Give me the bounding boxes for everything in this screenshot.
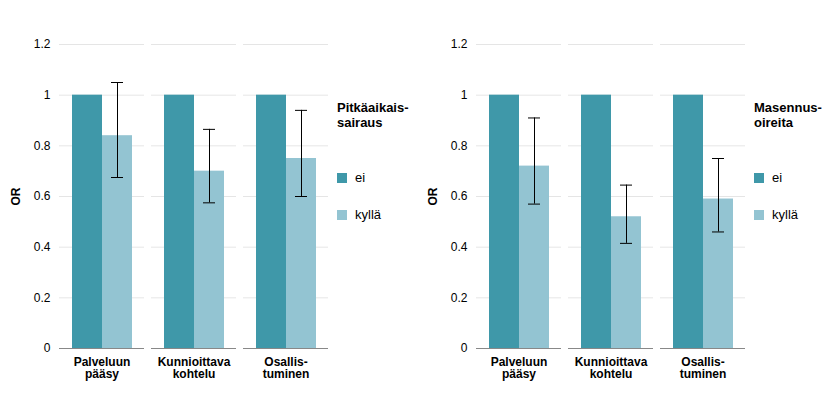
svg-text:0.2: 0.2: [34, 291, 51, 305]
svg-text:Osallis-tuminen: Osallis-tuminen: [263, 355, 310, 381]
svg-text:OR: OR: [9, 187, 23, 205]
html-text:kyllä: kyllä: [772, 207, 798, 222]
svg-text:0.8: 0.8: [451, 139, 468, 153]
svg-text:Palveluunpääsy: Palveluunpääsy: [74, 355, 131, 381]
svg-text:Osallis-tuminen: Osallis-tuminen: [680, 355, 727, 381]
svg-text:OR: OR: [426, 187, 440, 205]
svg-text:1.2: 1.2: [34, 37, 51, 51]
html-text:ei: ei: [772, 170, 783, 185]
svg-text:0.2: 0.2: [451, 291, 468, 305]
svg-text:Kunnioittavakohtelu: Kunnioittavakohtelu: [575, 355, 648, 381]
svg-text:Kunnioittavakohtelu: Kunnioittavakohtelu: [158, 355, 231, 381]
html-text:ei: ei: [355, 170, 366, 185]
svg-text:0.6: 0.6: [451, 189, 468, 203]
svg-text:0.4: 0.4: [451, 240, 468, 254]
svg-text:Palveluunpääsy: Palveluunpääsy: [491, 355, 548, 381]
svg-text:1.2: 1.2: [451, 37, 468, 51]
svg-text:0.8: 0.8: [34, 139, 51, 153]
svg-text:0.6: 0.6: [34, 189, 51, 203]
svg-text:1: 1: [461, 88, 468, 102]
svg-text:1: 1: [44, 88, 51, 102]
html-text:kyllä: kyllä: [355, 207, 381, 222]
html-text:Masennus- oireita: Masennus- oireita: [754, 100, 822, 130]
svg-text:0: 0: [461, 341, 468, 355]
svg-text:0.4: 0.4: [34, 240, 51, 254]
svg-text:0: 0: [44, 341, 51, 355]
html-text:Pitkäaikais- sairaus: Pitkäaikais- sairaus: [337, 100, 409, 130]
